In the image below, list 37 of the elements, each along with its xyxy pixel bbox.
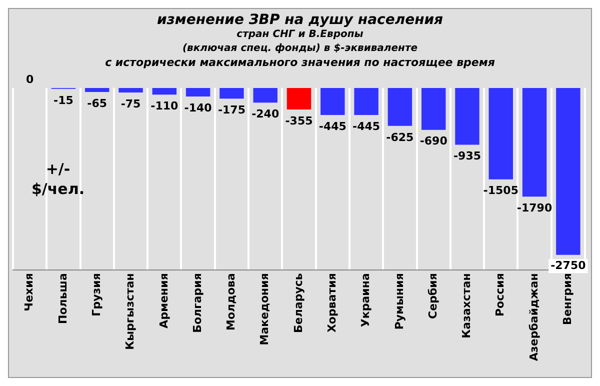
data-label: -175: [218, 103, 246, 116]
x-tick-label: Польша: [56, 273, 70, 324]
x-tick-label: Хорватия: [326, 273, 339, 333]
data-label: -445: [318, 120, 346, 133]
x-tick-label: Украина: [359, 273, 372, 328]
data-label: -65: [87, 96, 108, 110]
data-label: -2750: [550, 258, 586, 272]
y-axis-title: +/- $/чел.: [31, 160, 85, 198]
data-label: -625: [386, 130, 414, 144]
data-label: -15: [54, 94, 74, 107]
x-tick-label: Беларусь: [292, 273, 305, 333]
x-tick-label: Азербайджан: [527, 273, 540, 362]
data-label: -1790: [516, 202, 552, 215]
data-label: -935: [453, 150, 481, 163]
x-tick-label: Россия: [494, 273, 507, 317]
x-tick-label: Болгария: [190, 273, 204, 333]
x-tick-label: Грузия: [90, 273, 103, 316]
x-tick-label: Армения: [157, 273, 170, 328]
data-label: 0: [26, 72, 34, 86]
x-tick-label: Кыргызстан: [124, 273, 137, 350]
data-label: -75: [120, 97, 141, 110]
data-label: -355: [285, 114, 313, 128]
x-tick-label: Румыния: [392, 273, 406, 330]
x-tick-label: Македония: [258, 273, 272, 346]
x-tick-label: Казахстан: [460, 273, 474, 338]
chart-subtitle: стран СНГ и В.Европы (включая спец. фонды) в $-эквиваленте с исторически максимального значения по настоящее время: [104, 28, 496, 70]
data-label: -140: [184, 101, 212, 114]
data-label: -240: [252, 107, 280, 120]
chart-title: изменение ЗВР на душу населения: [156, 12, 444, 28]
x-tick-label: Чехия: [22, 273, 36, 312]
x-tick-label: Венгрия: [561, 273, 574, 325]
data-label: -1505: [483, 184, 518, 198]
x-tick-label: Сербия: [426, 273, 440, 319]
data-label: -110: [150, 100, 179, 113]
data-label: -445: [352, 120, 380, 133]
x-tick-label: Молдова: [224, 273, 238, 330]
data-label: -690: [420, 134, 448, 148]
